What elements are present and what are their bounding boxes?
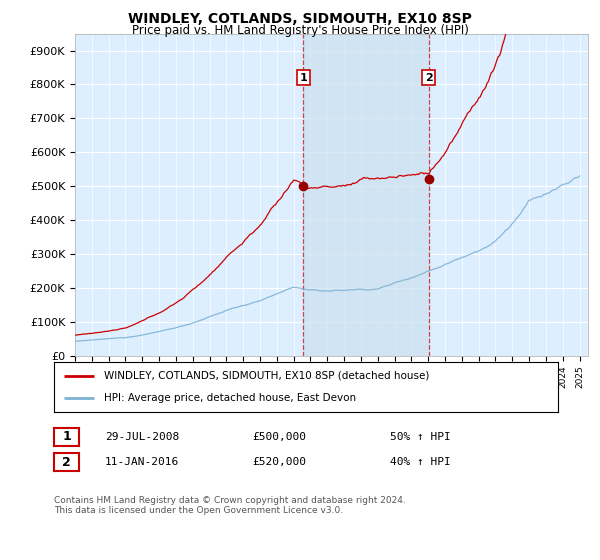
Text: 40% ↑ HPI: 40% ↑ HPI (390, 457, 451, 467)
Text: WINDLEY, COTLANDS, SIDMOUTH, EX10 8SP: WINDLEY, COTLANDS, SIDMOUTH, EX10 8SP (128, 12, 472, 26)
Text: WINDLEY, COTLANDS, SIDMOUTH, EX10 8SP (detached house): WINDLEY, COTLANDS, SIDMOUTH, EX10 8SP (d… (104, 371, 430, 381)
Text: 1: 1 (299, 73, 307, 83)
Bar (303, 34, 429, 356)
Text: HPI: Average price, detached house, East Devon: HPI: Average price, detached house, East… (104, 393, 356, 403)
Text: 2: 2 (425, 73, 433, 83)
Text: 2: 2 (62, 455, 71, 469)
Text: Contains HM Land Registry data © Crown copyright and database right 2024.
This d: Contains HM Land Registry data © Crown c… (54, 496, 406, 515)
Text: 29-JUL-2008: 29-JUL-2008 (105, 432, 179, 442)
Text: £520,000: £520,000 (252, 457, 306, 467)
Text: Price paid vs. HM Land Registry's House Price Index (HPI): Price paid vs. HM Land Registry's House … (131, 24, 469, 36)
Text: 11-JAN-2016: 11-JAN-2016 (105, 457, 179, 467)
Text: 50% ↑ HPI: 50% ↑ HPI (390, 432, 451, 442)
Text: £500,000: £500,000 (252, 432, 306, 442)
Text: 1: 1 (62, 430, 71, 444)
